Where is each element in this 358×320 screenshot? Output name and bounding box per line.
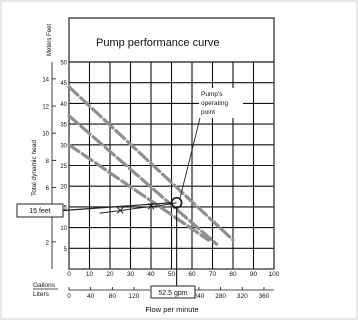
x-tick-label-gallons: 50 <box>168 271 176 278</box>
x-unit-liters: Liters <box>33 291 50 298</box>
x-tick-label-liters: 240 <box>194 293 205 300</box>
flow-callout-box <box>150 285 196 299</box>
x-tick-label-gallons: 80 <box>229 271 237 278</box>
operating-point-label-3: point <box>201 109 215 116</box>
y-tick-label-meters: 12 <box>42 105 49 111</box>
x-tick-label-gallons: 0 <box>67 271 71 278</box>
operating-point-label-1: Pump's <box>201 91 223 98</box>
y-tick-label-feet: 40 <box>60 102 67 108</box>
operating-point-leader <box>179 117 201 200</box>
y-tick-label-feet: 10 <box>60 226 67 232</box>
x-tick-label-gallons: 20 <box>106 271 114 278</box>
pump-curve <box>67 143 210 242</box>
x-tick-label-gallons: 30 <box>127 271 135 278</box>
x-tick-label-gallons: 100 <box>269 271 280 278</box>
head-callout-label: 15 feet <box>29 208 50 215</box>
y-unit-header: Meters Feet <box>47 24 53 56</box>
x-tick-label-gallons: 60 <box>188 271 196 278</box>
y-tick-label-meters: 8 <box>46 159 50 165</box>
axis-ticks: 5101520253035404550246810121401020304050… <box>42 61 279 301</box>
y-tick-label-feet: 30 <box>60 143 67 149</box>
x-tick-label-gallons: 10 <box>86 271 94 278</box>
y-tick-label-feet: 20 <box>60 185 67 191</box>
y-tick-label-feet: 15 <box>60 205 67 211</box>
pump-curve <box>67 114 219 246</box>
x-tick-label-gallons: 70 <box>209 271 217 278</box>
y-tick-label-meters: 2 <box>46 240 50 246</box>
y-tick-label-feet: 25 <box>60 164 67 170</box>
x-tick-label-liters: 40 <box>87 293 95 300</box>
x-tick-label-gallons: 90 <box>250 271 258 278</box>
y-tick-label-meters: 10 <box>42 132 49 138</box>
head-reference-line <box>62 202 172 212</box>
system-curve <box>99 202 177 214</box>
x-tick-label-liters: 0 <box>67 293 71 300</box>
y-tick-label-feet: 50 <box>60 61 67 67</box>
x-tick-label-liters: 120 <box>129 293 140 300</box>
operating-point-label-bg <box>199 88 243 118</box>
y-tick-label-feet: 45 <box>60 81 67 87</box>
y-tick-label-meters: 14 <box>42 77 49 83</box>
x-tick-label-liters: 320 <box>237 293 248 300</box>
title-box <box>68 17 275 63</box>
y-axis-label: Total dynamic head <box>31 140 38 196</box>
x-tick-label-liters: 360 <box>259 293 270 300</box>
y-tick-label-feet: 5 <box>64 247 68 253</box>
flow-callout-label: 52.5 gpm <box>158 290 187 297</box>
operating-point-marker <box>170 196 183 209</box>
pump-curves <box>62 85 235 286</box>
x-axis-label: Flow per minute <box>145 305 198 314</box>
x-tick-label-liters: 280 <box>215 293 226 300</box>
x-tick-label-gallons: 40 <box>147 271 155 278</box>
y-tick-label-feet: 35 <box>60 123 67 129</box>
plot-frame <box>68 61 275 270</box>
x-unit-gallons: Gallons <box>33 282 56 289</box>
pump-curve <box>67 85 235 242</box>
x-tick-label-liters: 80 <box>109 293 117 300</box>
head-callout-box <box>16 203 64 218</box>
system-curve-marker <box>116 206 124 214</box>
operating-point-label-2: operating <box>201 100 228 107</box>
y-tick-label-meters: 6 <box>46 186 50 192</box>
chart-title: Pump performance curve <box>96 37 220 49</box>
